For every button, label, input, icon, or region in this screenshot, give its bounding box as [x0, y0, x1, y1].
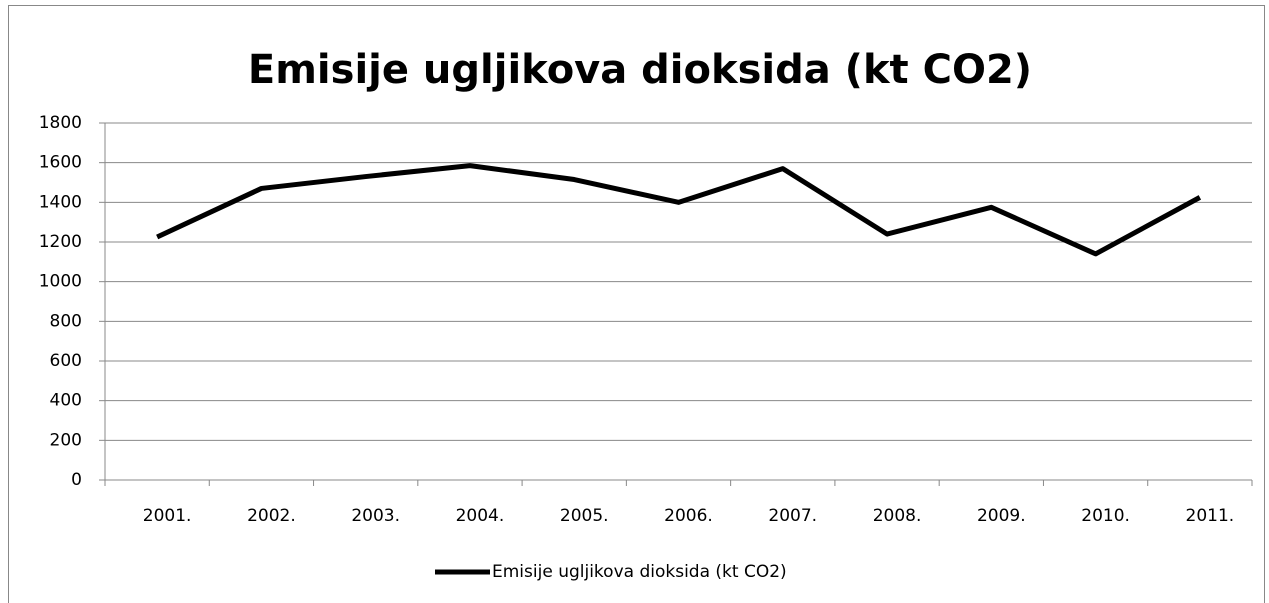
y-tick-label: 1800 [39, 113, 82, 133]
x-tick-label: 2001. [143, 506, 192, 526]
chart-title: Emisije ugljikova dioksida (kt CO2) [248, 47, 1032, 93]
x-tick-label: 2002. [247, 506, 296, 526]
x-tick-label: 2003. [351, 506, 400, 526]
y-tick-label: 1600 [39, 153, 82, 173]
x-tick-label: 2008. [873, 506, 922, 526]
y-tick-label: 1000 [39, 272, 82, 292]
x-tick-label: 2009. [977, 506, 1026, 526]
y-tick-label: 1200 [39, 232, 82, 252]
x-tick-label: 2007. [768, 506, 817, 526]
y-tick-label: 1400 [39, 192, 82, 212]
x-tick-label: 2010. [1081, 506, 1130, 526]
y-tick-label: 400 [50, 391, 82, 411]
data-line [156, 163, 1202, 257]
x-tick-label: 2005. [560, 506, 609, 526]
y-tick-label: 600 [50, 351, 82, 371]
legend-label: Emisije ugljikova dioksida (kt CO2) [492, 562, 787, 582]
y-tick-label: 800 [50, 311, 82, 331]
x-tick-label: 2006. [664, 506, 713, 526]
chart-border [8, 5, 1265, 603]
y-tick-label: 0 [71, 470, 82, 490]
x-tick-label: 2011. [1186, 506, 1235, 526]
y-tick-label: 200 [50, 430, 82, 450]
x-tick-label: 2004. [456, 506, 505, 526]
